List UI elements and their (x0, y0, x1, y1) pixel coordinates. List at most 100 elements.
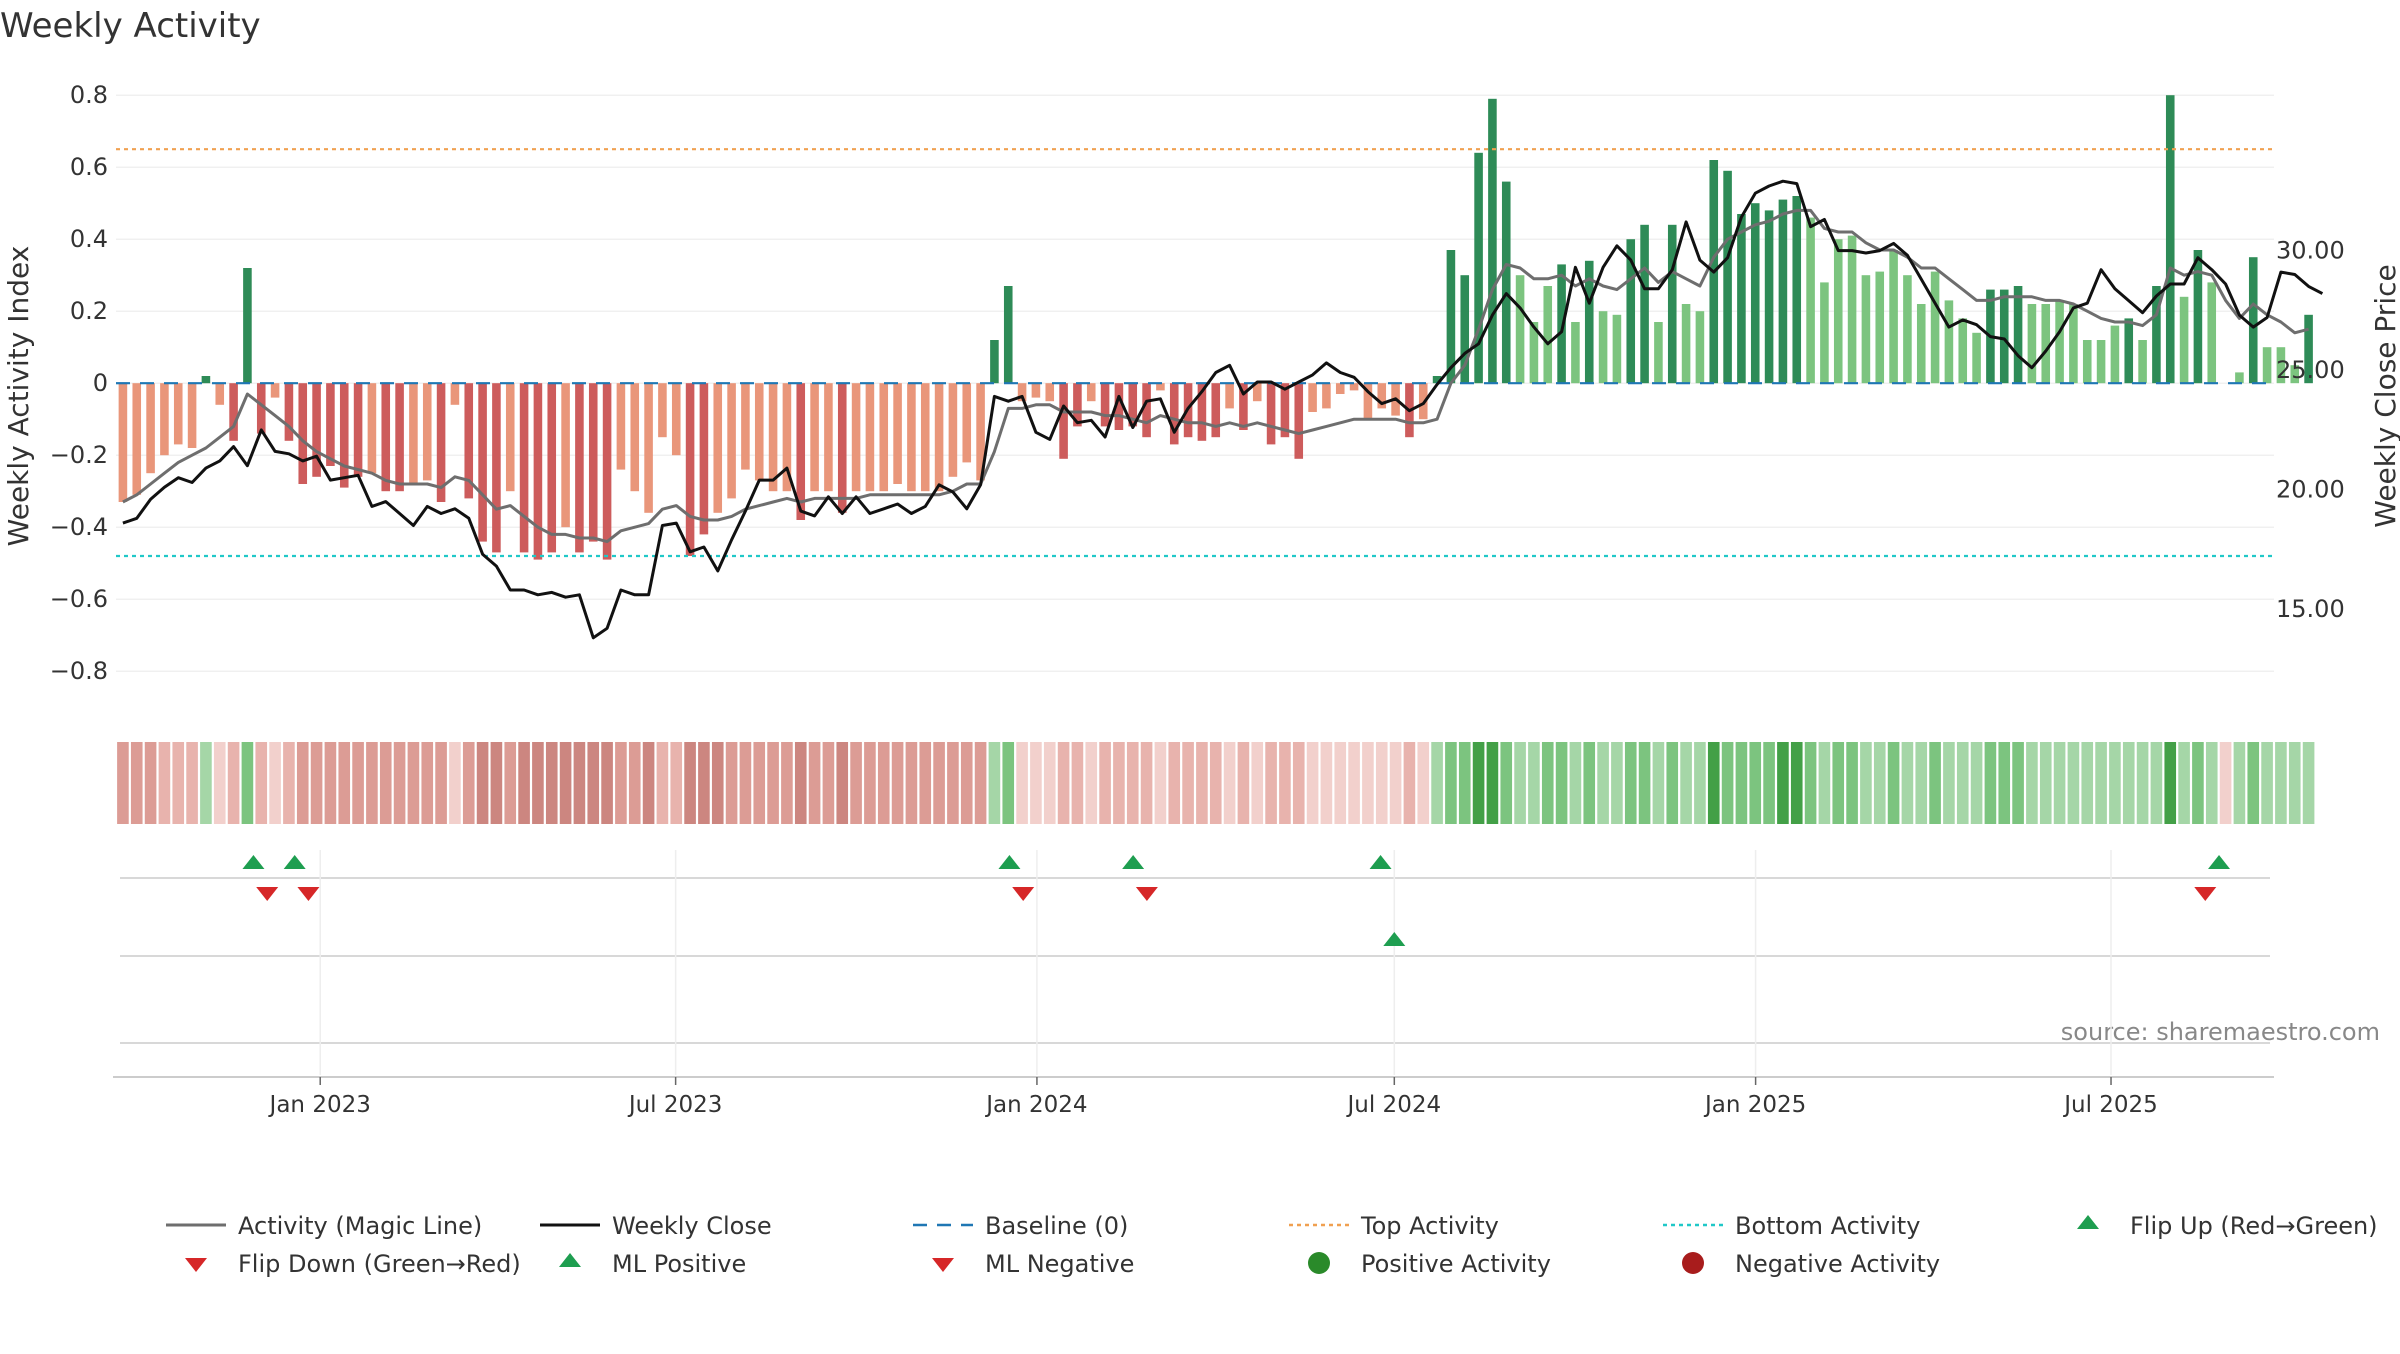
activity-bar (879, 383, 889, 492)
activity-bar (1156, 383, 1165, 391)
activity-bar (2165, 95, 2175, 384)
strength-cell (1680, 742, 1692, 824)
strength-cell (1182, 742, 1194, 824)
activity-bar (2110, 325, 2120, 384)
y-left-tick-label: 0.8 (70, 81, 108, 109)
strength-cell (642, 742, 655, 824)
activity-bar (1764, 210, 1774, 384)
strength-cell (891, 742, 904, 824)
legend-label: Positive Activity (1361, 1250, 1551, 1278)
strength-cell (2150, 742, 2163, 824)
legend-label: Baseline (0) (985, 1212, 1128, 1240)
strength-cell (462, 742, 475, 824)
strength-cell (2219, 742, 2232, 824)
activity-bar (727, 383, 736, 499)
x-tick-label: Jul 2023 (627, 1092, 723, 1118)
activity-bar (824, 383, 833, 492)
activity-bar (1999, 289, 2009, 384)
activity-bar (976, 383, 985, 481)
strength-cell (366, 742, 378, 824)
activity-bar (588, 383, 598, 542)
strength-cell (352, 742, 364, 824)
activity-bar (893, 383, 902, 484)
strength-cell (2109, 742, 2121, 824)
strength-cell (1984, 742, 1997, 824)
legend-label: Weekly Close (612, 1212, 772, 1240)
grid-layer (116, 94, 2274, 672)
activity-bar (699, 383, 709, 535)
strength-cell (490, 742, 503, 824)
strength-cell (1071, 742, 1084, 824)
activity-bar (464, 383, 474, 499)
activity-bar (1584, 260, 1594, 384)
strength-cell (186, 742, 198, 824)
activity-bar (2082, 340, 2092, 384)
activity-bar (1488, 98, 1497, 384)
strength-cell (1652, 742, 1665, 824)
strength-cell (670, 742, 683, 824)
activity-bar (1308, 383, 1317, 412)
strength-cell (1348, 742, 1360, 824)
activity-bar (2096, 340, 2106, 384)
strength-cell (587, 742, 600, 824)
y-left-tick-label: 0 (93, 369, 108, 397)
activity-bar (395, 383, 404, 492)
strength-cell (1901, 742, 1914, 824)
activity-bar (1335, 383, 1345, 394)
strength-cell (808, 742, 821, 824)
activity-bar (658, 383, 667, 438)
activity-bar (1197, 383, 1207, 441)
strength-cell (2205, 742, 2218, 824)
activity-bar (865, 383, 875, 492)
strength-cell (338, 742, 351, 824)
activity-bar (1045, 383, 1055, 402)
activity-bar (1169, 383, 1179, 445)
activity-bar (1142, 383, 1151, 438)
strength-cell (1873, 742, 1886, 824)
activity-bar (1266, 383, 1276, 445)
strength-cell (974, 742, 987, 824)
strength-cell (407, 742, 420, 824)
activity-bar (561, 383, 570, 528)
activity-bar (810, 383, 819, 492)
activity-bar (796, 383, 806, 520)
y-left-tick-label: 0.4 (70, 225, 108, 253)
strength-cell (559, 742, 572, 824)
activity-bar (173, 383, 183, 445)
strength-cell (1223, 742, 1236, 824)
x-tick-label: Jan 2025 (1703, 1092, 1806, 1118)
strength-cell (2247, 742, 2260, 824)
strength-cell (1749, 742, 1762, 824)
activity-bar (2248, 257, 2258, 384)
activity-bar (575, 383, 584, 553)
activity-bar (1889, 250, 1898, 384)
strength-cell (2136, 742, 2149, 824)
activity-bar (533, 383, 543, 560)
activity-bar (1654, 322, 1663, 384)
strength-cell (601, 742, 613, 824)
activity-strength-strip (117, 742, 2315, 824)
y-right-tick-label: 25.00 (2276, 356, 2345, 384)
strength-cell (255, 742, 268, 824)
activity-bar (782, 383, 792, 492)
strength-cell (905, 742, 918, 824)
strength-cell (711, 742, 724, 824)
strength-cell (1362, 742, 1374, 824)
flip-down-marker (297, 887, 320, 901)
activity-bar (1211, 383, 1221, 438)
activity-bar (1778, 199, 1788, 384)
activity-bar (1861, 275, 1871, 384)
x-tick-label: Jan 2024 (984, 1092, 1087, 1118)
strength-cell (933, 742, 945, 824)
y-right-tick-label: 15.00 (2276, 595, 2345, 623)
strength-cell (1016, 742, 1028, 824)
strength-cell (1929, 742, 1941, 824)
strength-cell (1597, 742, 1609, 824)
activity-bar (1474, 152, 1483, 384)
strength-cell (781, 742, 793, 824)
strength-cell (1472, 742, 1485, 824)
strength-cell (1292, 742, 1305, 824)
strength-cell (1458, 742, 1471, 824)
axis-ticks: −0.8 −0.6 −0.4 −0.2 0 0.2 0.4 0.6 0.8 15.00 20.00 2… (50, 81, 2345, 685)
activity-bar (1003, 286, 1013, 384)
